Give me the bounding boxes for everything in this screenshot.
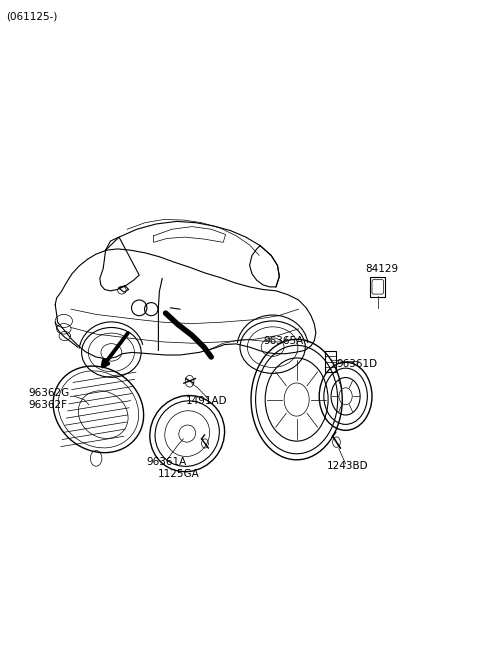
Text: 84129: 84129: [365, 263, 398, 274]
Text: 96365A: 96365A: [263, 335, 303, 346]
Text: 96362F: 96362F: [29, 400, 68, 410]
Text: 1491AD: 1491AD: [186, 396, 228, 406]
Text: 1125GA: 1125GA: [157, 469, 199, 479]
Text: 96362G: 96362G: [29, 388, 70, 398]
Text: 1243BD: 1243BD: [326, 461, 368, 472]
Text: 96361D: 96361D: [336, 358, 377, 369]
Text: (061125-): (061125-): [6, 11, 57, 21]
Text: 96361A: 96361A: [146, 457, 187, 467]
